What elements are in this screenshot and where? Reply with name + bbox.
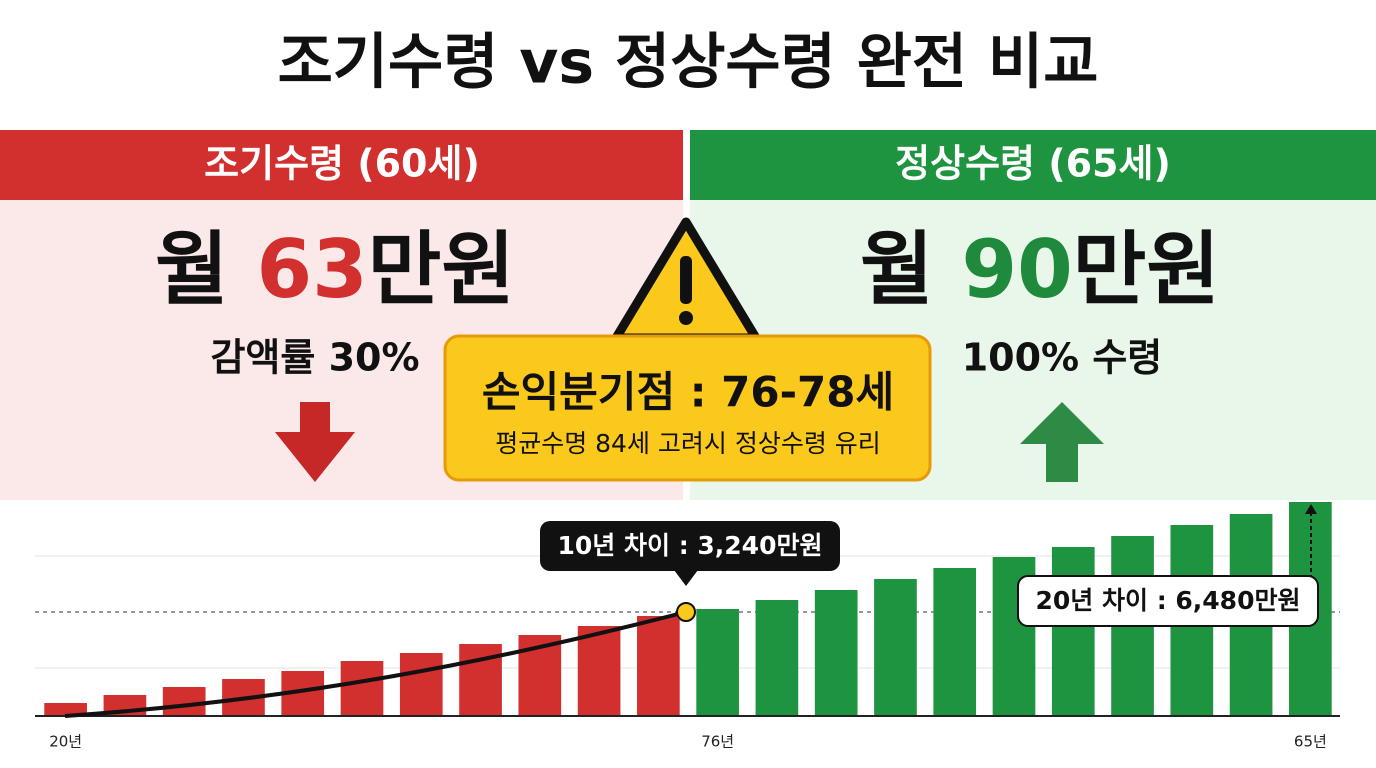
callout-text: 10년 차이 : 3,240만원: [558, 531, 823, 560]
breakeven-box: [443, 334, 932, 482]
unit: 만원: [1073, 223, 1220, 316]
normal-header: 정상수령 (65세): [895, 142, 1171, 186]
x-tick-label: 20년: [49, 733, 82, 751]
bar: [162, 687, 206, 716]
unit: 만원: [368, 223, 515, 316]
bar: [814, 590, 858, 716]
callout-box: [540, 521, 840, 571]
bar: [44, 703, 87, 716]
down-arrow: [275, 402, 355, 482]
callout-pointer: [674, 570, 698, 586]
early-header-bg: [0, 130, 683, 200]
bar: [1051, 547, 1095, 716]
early-note: 감액률 30%: [210, 336, 419, 380]
normal-amount: 월 90만원: [860, 223, 1220, 316]
warning-mark: [680, 256, 692, 304]
bar: [399, 653, 443, 716]
amount: 63: [256, 223, 367, 316]
bar: [755, 600, 799, 716]
bar: [637, 616, 680, 716]
early-header: 조기수령 (60세): [204, 142, 480, 186]
breakeven-point: [676, 602, 696, 622]
x-tick-label: 76년: [701, 733, 734, 751]
prefix: 월: [155, 223, 229, 316]
cumulative-curve: [64, 610, 687, 718]
x-tick-label: 65년: [1294, 733, 1327, 751]
growth-arrowhead: [1305, 504, 1317, 514]
normal-note: 100% 수령: [962, 336, 1163, 380]
bar: [933, 568, 977, 716]
breakeven-title: 손익분기점 : 76-78세: [482, 368, 894, 417]
overlay: 10년 차이 : 3,240만원 20년 차이 : 6,480만원: [35, 504, 1340, 718]
callout-box: [1017, 575, 1319, 627]
bar: [874, 579, 917, 716]
prefix: 월: [860, 223, 934, 316]
breakeven-subtitle: 평균수명 84세 고려시 정상수령 유리: [495, 429, 881, 458]
bar: [340, 661, 384, 716]
title: 조기수령 vs 정상수령 완전 비교: [278, 28, 1099, 98]
warning-dot: [679, 311, 693, 325]
bar: [696, 609, 739, 716]
up-arrow: [1020, 402, 1104, 482]
early-amount: 월 63만원: [155, 223, 515, 316]
bar: [577, 626, 621, 716]
callout-text: 20년 차이 : 6,480만원: [1036, 586, 1301, 615]
normal-header-bg: [690, 130, 1376, 200]
amount: 90: [961, 223, 1072, 316]
